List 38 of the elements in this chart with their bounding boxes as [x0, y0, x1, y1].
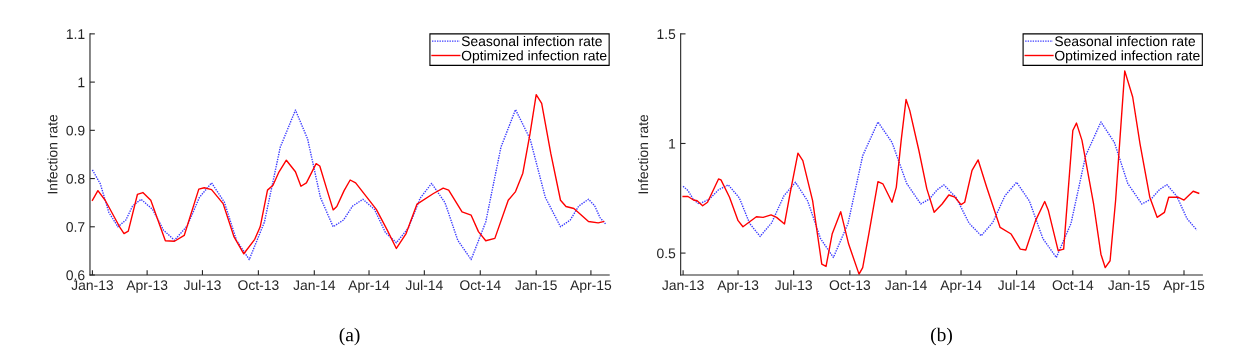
- x-tick-label: Oct-14: [1052, 280, 1094, 291]
- x-tick-label: Jul-14: [997, 279, 1036, 291]
- text: (a): [339, 327, 360, 346]
- x-tick-label: Jan-13: [662, 280, 704, 291]
- legend-label: Optimized infection rate: [1055, 50, 1200, 64]
- y-tick-label: 0.6: [66, 270, 85, 281]
- legend-label: Seasonal infection rate: [1054, 35, 1196, 47]
- y-tick-label: 0.9: [66, 125, 85, 136]
- x-tick-label: Apr-14: [348, 280, 390, 293]
- y-tick-label: 1.5: [657, 29, 676, 40]
- y-axis-title: Infection rate: [47, 114, 58, 194]
- x-tick-label: Jul-13: [774, 279, 812, 291]
- y-tick-label: 0.5: [657, 248, 676, 259]
- x-tick-label: Jan-15: [515, 280, 557, 291]
- x-tick-label: Jul-14: [405, 279, 443, 291]
- legend-label: Seasonal infection rate: [461, 35, 602, 47]
- x-tick-label: Jan-14: [885, 280, 927, 291]
- x-tick-label: Oct-13: [829, 280, 871, 291]
- text: (b): [931, 327, 952, 346]
- x-tick-label: Apr-13: [717, 280, 759, 293]
- x-tick-label: Jan-14: [293, 280, 336, 291]
- y-tick-label: 0.8: [66, 173, 85, 184]
- x-tick-label: Jan-13: [71, 280, 114, 291]
- x-tick-label: Apr-15: [570, 280, 612, 293]
- x-tick-label: Apr-14: [940, 280, 982, 293]
- y-tick-label: 1: [669, 138, 676, 149]
- y-tick-label: 1.1: [66, 29, 85, 39]
- x-tick-label: Oct-13: [238, 280, 279, 291]
- x-tick-label: Jul-13: [183, 279, 221, 291]
- y-tick-label: 1: [78, 77, 85, 88]
- y-tick-label: 0.7: [66, 222, 85, 232]
- legend-label: Optimized infection rate: [461, 50, 607, 64]
- line-series: [682, 121, 1198, 259]
- x-tick-label: Oct-14: [460, 280, 501, 291]
- x-tick-label: Jan-15: [1108, 280, 1150, 291]
- y-axis-title: Infection rate: [637, 114, 649, 194]
- x-tick-label: Apr-13: [126, 280, 168, 293]
- x-tick-label: Apr-15: [1163, 280, 1205, 293]
